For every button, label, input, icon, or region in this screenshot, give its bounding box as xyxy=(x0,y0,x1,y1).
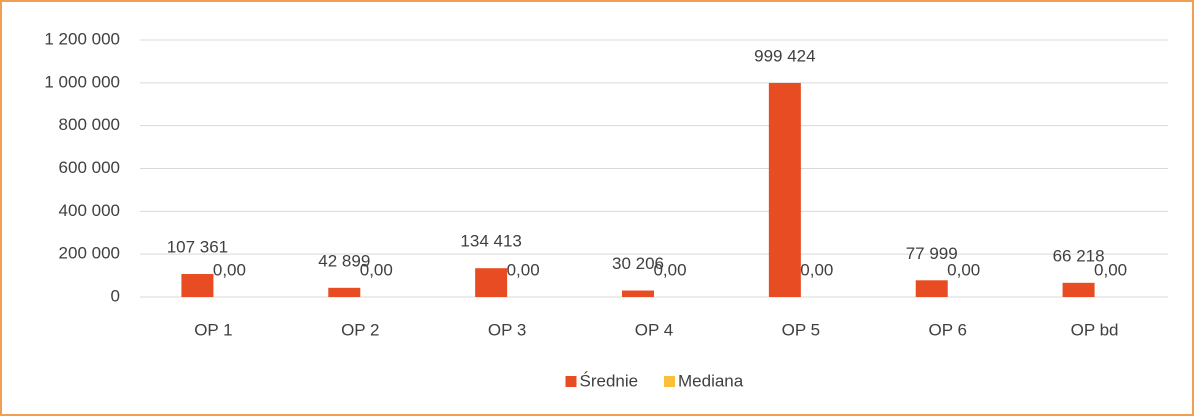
data-label: 0,00 xyxy=(213,260,246,279)
bar xyxy=(328,287,361,297)
data-label: 0,00 xyxy=(800,260,833,279)
data-label: 107 361 xyxy=(167,237,228,256)
y-tick-label: 800 000 xyxy=(59,115,120,134)
bar xyxy=(1062,282,1095,297)
data-label: 134 413 xyxy=(460,232,521,251)
bar xyxy=(768,82,801,297)
x-tick-label: OP 3 xyxy=(488,320,526,339)
bar xyxy=(475,268,508,297)
data-label: 77 999 xyxy=(906,244,958,263)
y-tick-label: 400 000 xyxy=(59,201,120,220)
data-label: 0,00 xyxy=(653,260,686,279)
bar xyxy=(915,280,948,297)
data-label: 42 899 xyxy=(318,251,370,270)
bar xyxy=(181,274,214,297)
x-tick-label: OP 5 xyxy=(782,320,820,339)
legend-swatch xyxy=(664,376,675,387)
data-label: 30 206 xyxy=(612,254,664,273)
legend-swatch xyxy=(565,376,577,387)
legend-label: Średnie xyxy=(580,371,639,390)
x-tick-label: OP 4 xyxy=(635,320,673,339)
bar xyxy=(622,290,654,297)
y-tick-label: 200 000 xyxy=(59,244,120,263)
x-tick-label: OP 6 xyxy=(928,320,966,339)
data-label: 0,00 xyxy=(1094,260,1127,279)
data-label: 0,00 xyxy=(507,260,540,279)
x-tick-label: OP 1 xyxy=(194,320,232,339)
legend-label: Mediana xyxy=(678,371,744,390)
data-label: 0,00 xyxy=(360,260,393,279)
x-tick-label: OP 2 xyxy=(341,320,379,339)
y-tick-label: 1 000 000 xyxy=(44,72,120,91)
x-tick-label: OP bd xyxy=(1071,320,1119,339)
data-label: 0,00 xyxy=(947,260,980,279)
y-tick-label: 1 200 000 xyxy=(44,29,120,48)
y-tick-label: 0 xyxy=(111,286,120,305)
y-tick-label: 600 000 xyxy=(59,158,120,177)
data-label: 999 424 xyxy=(754,46,815,65)
data-label: 66 218 xyxy=(1053,246,1105,265)
